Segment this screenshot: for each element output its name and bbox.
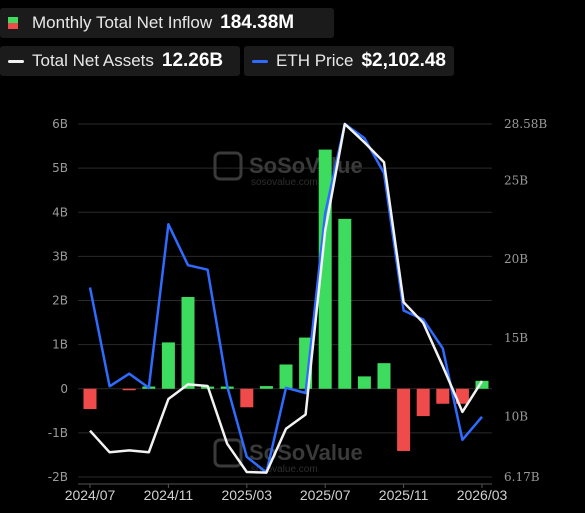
x-tick-label: 2024/07 [65, 487, 116, 503]
inflow-bar[interactable] [240, 388, 254, 408]
inflow-bar[interactable] [416, 388, 430, 417]
inflow-bar[interactable] [338, 218, 352, 389]
x-tick-label: 2025/07 [300, 487, 351, 503]
watermark-name: SoSoValue [249, 153, 363, 178]
legend-price-label: ETH Price [276, 51, 354, 70]
inflow-bar[interactable] [475, 380, 489, 389]
x-tick-label: 2025/11 [379, 487, 429, 503]
y-left-tick-label: 1B [52, 338, 68, 352]
inflow-bar[interactable] [357, 376, 371, 389]
inflow-bar[interactable] [279, 364, 293, 389]
legend-price[interactable]: ETH Price $2,102.48 [244, 46, 454, 76]
lines-layer [88, 122, 484, 474]
watermark-url: sosovalue.com [251, 177, 318, 188]
x-tick-label: 2024/11 [144, 487, 194, 503]
y-left-tick-label: -2B [48, 470, 68, 484]
inflow-bar[interactable] [83, 388, 97, 410]
legend-assets-label: Total Net Assets [32, 51, 154, 70]
y-left-tick-label: 3B [52, 249, 68, 263]
watermark-name: SoSoValue [249, 440, 363, 465]
y-right-tick-label: 25B [504, 173, 528, 187]
legend-price-value: $2,102.48 [361, 50, 446, 71]
sosovalue-logo-icon [213, 151, 243, 181]
watermark-url: sosovalue.com [251, 464, 318, 475]
watermark-layer: SoSoValuesosovalue.comSoSoValuesosovalue… [213, 151, 363, 475]
x-tick-label: 2026/03 [457, 487, 508, 503]
inflow-bar[interactable] [181, 296, 195, 389]
axes-layer: -2B -1B 0 1B 2B 3B 4B 5B 6B 6.17B 10B 15B 20B 25B 28.5… [48, 117, 548, 503]
y-left-tick-label: 2B [52, 294, 68, 308]
y-right-tick-label: 6.17B [504, 470, 540, 484]
x-tick-label: 2025/03 [221, 487, 272, 503]
y-left-tick-label: -1B [48, 426, 68, 440]
inflow-swatch-icon [8, 17, 18, 29]
legend-assets[interactable]: Total Net Assets 12.26B [0, 46, 240, 76]
legend-inflow-value: 184.38M [220, 12, 295, 33]
inflow-bar[interactable] [122, 388, 136, 391]
y-left-tick-label: 5B [52, 161, 68, 175]
legend-assets-value: 12.26B [161, 50, 224, 71]
y-right-tick-label: 15B [504, 331, 528, 345]
inflow-bar[interactable] [161, 342, 175, 389]
inflow-bar[interactable] [259, 386, 273, 389]
assets-line-swatch-icon [8, 59, 24, 63]
y-right-tick-label: 10B [504, 410, 528, 424]
legend-inflow[interactable]: Monthly Total Net Inflow 184.38M [0, 8, 334, 38]
y-left-tick-label: 4B [52, 205, 68, 219]
inflow-bar[interactable] [455, 388, 469, 404]
price-line-swatch-icon [252, 59, 268, 63]
inflow-bar[interactable] [397, 388, 411, 451]
legend-inflow-label: Monthly Total Net Inflow [32, 13, 213, 32]
inflow-bar[interactable] [436, 388, 450, 404]
y-left-tick-label: 0 [60, 382, 68, 396]
y-right-tick-label: 28.58B [504, 117, 547, 131]
total-net-assets-line[interactable] [89, 122, 484, 474]
sosovalue-logo-icon [213, 438, 243, 468]
inflow-bar[interactable] [377, 363, 391, 389]
y-left-tick-label: 6B [52, 117, 68, 131]
y-right-tick-label: 20B [504, 252, 528, 266]
bars-layer [83, 149, 489, 451]
